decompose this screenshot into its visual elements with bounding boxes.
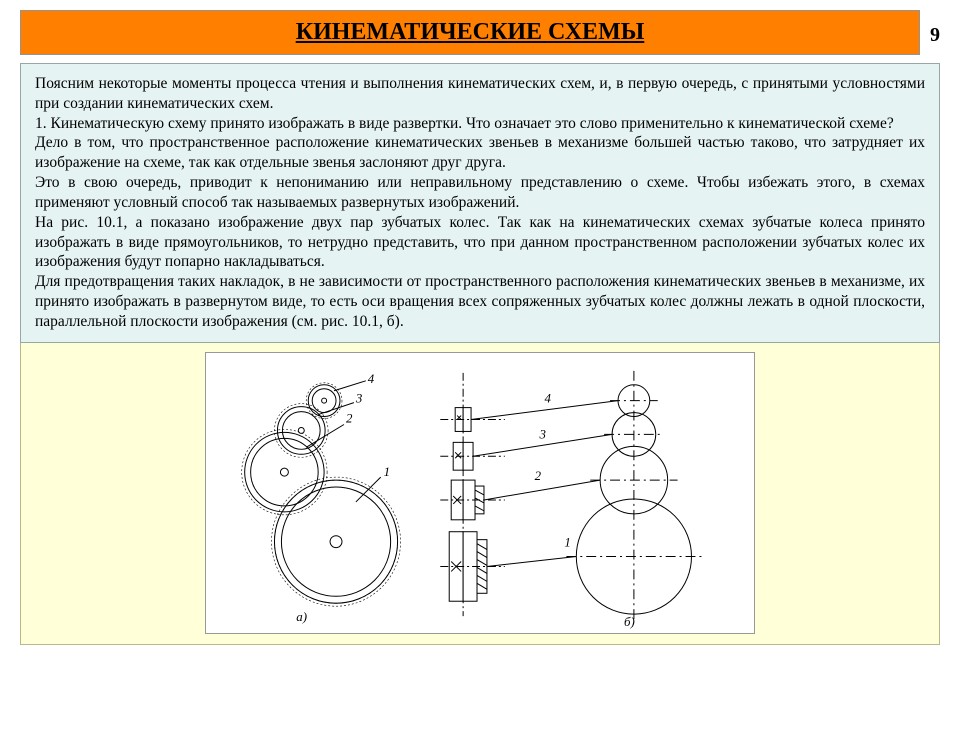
label-2b: 2	[535, 469, 542, 483]
label-2a: 2	[346, 412, 353, 426]
caption-b: б)	[624, 615, 635, 629]
subfigure-profile	[440, 373, 505, 616]
page-title: КИНЕМАТИЧЕСКИЕ СХЕМЫ	[296, 19, 645, 45]
subfigure-a: 1 2 3 4 а)	[242, 372, 401, 624]
caption-a: а)	[296, 610, 307, 624]
figure-container: 1 2 3 4 а)	[20, 343, 940, 645]
label-3b: 3	[539, 428, 546, 442]
figure-10-1: 1 2 3 4 а)	[205, 352, 755, 634]
title-bar: КИНЕМАТИЧЕСКИЕ СХЕМЫ	[20, 10, 920, 55]
label-4b: 4	[545, 392, 552, 406]
label-1b: 1	[564, 536, 570, 550]
label-3a: 3	[355, 392, 362, 406]
label-1a: 1	[384, 465, 390, 479]
label-4a: 4	[368, 372, 375, 386]
body-text: Поясним некоторые моменты процесса чтени…	[20, 63, 940, 343]
page-number: 9	[930, 24, 940, 47]
subfigure-b: 1 2 3 4 б)	[471, 371, 701, 629]
